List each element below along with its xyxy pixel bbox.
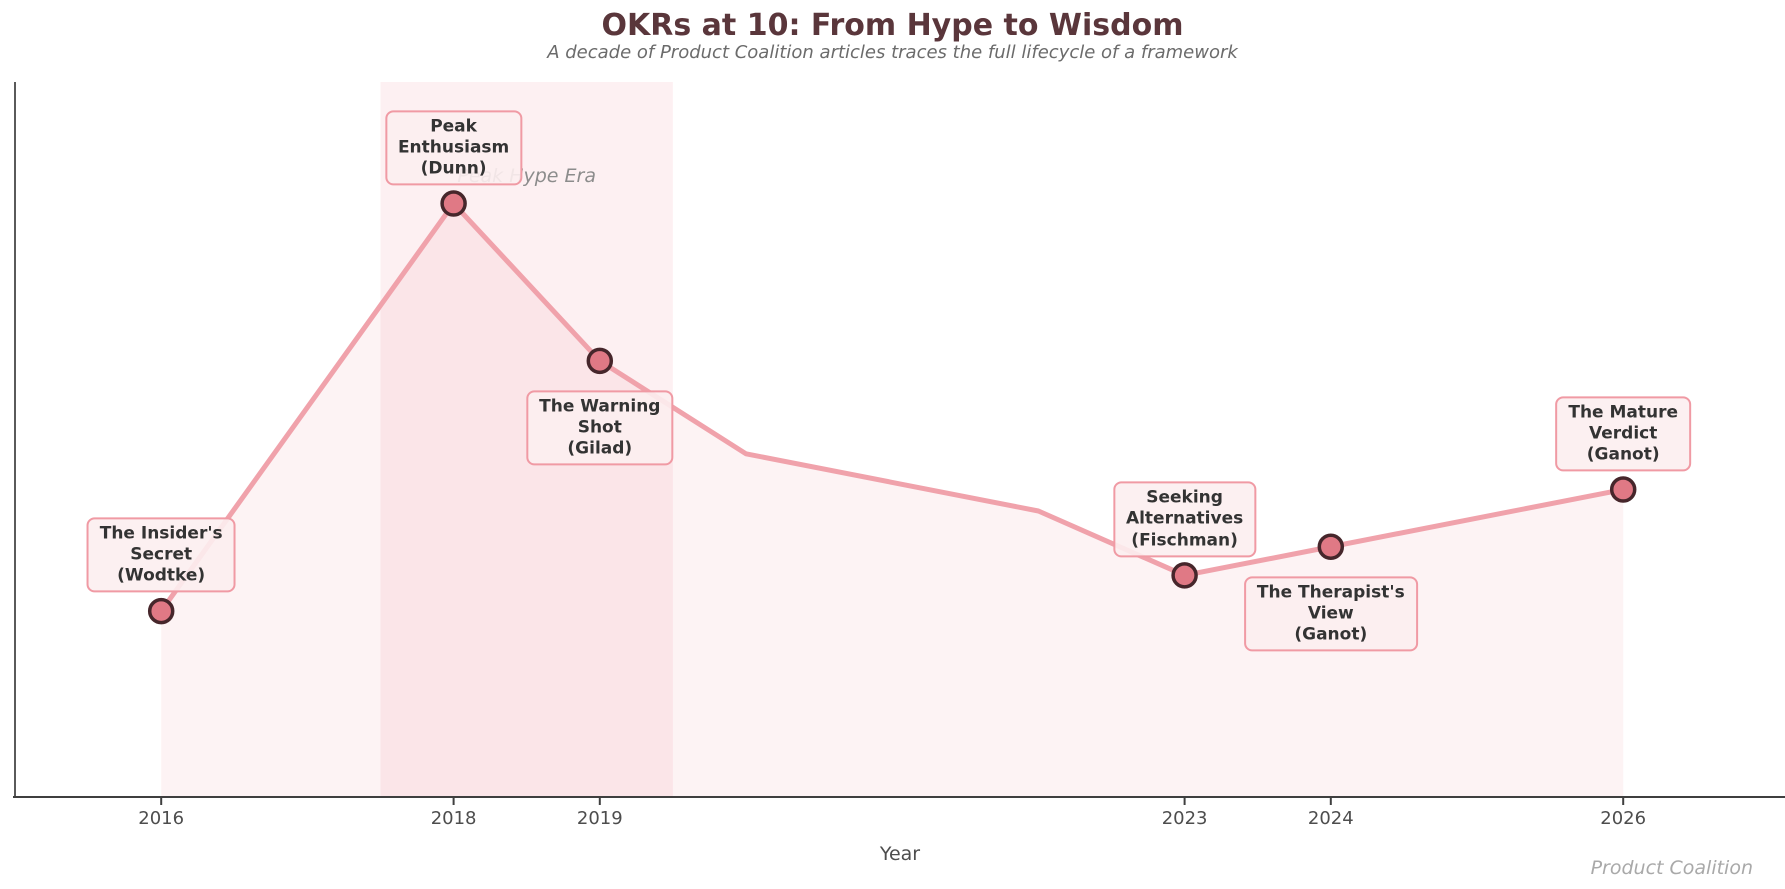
page-title: OKRs at 10: From Hype to Wisdom	[601, 8, 1184, 43]
credit-text: Product Coalition	[1590, 857, 1753, 879]
x-tick-label: 2024	[1308, 808, 1354, 829]
article-marker	[147, 597, 175, 625]
article-annotation: The Insider's Secret (Wodtke)	[86, 517, 236, 593]
article-annotation: The Mature Verdict (Ganot)	[1555, 395, 1692, 472]
hype-line	[158, 201, 1626, 614]
x-tick-label: 2018	[431, 808, 477, 829]
article-marker	[1609, 476, 1637, 503]
x-tick-label: 2016	[138, 808, 184, 829]
article-annotation: Seeking Alternatives (Fischman)	[1112, 481, 1257, 557]
article-marker	[586, 347, 614, 375]
article-marker	[1317, 533, 1345, 560]
article-marker	[1171, 562, 1198, 589]
x-tick-label: 2026	[1600, 808, 1646, 829]
x-tick-label: 2019	[577, 808, 623, 829]
article-annotation: The Warning Shot (Gilad)	[526, 390, 674, 466]
article-marker	[440, 190, 467, 217]
article-annotation: The Therapist's View (Ganot)	[1243, 576, 1418, 652]
x-tick-label: 2023	[1162, 808, 1208, 829]
article-annotation: Peak Enthusiasm (Dunn)	[384, 109, 523, 186]
x-axis-label: Year	[879, 843, 921, 865]
page-subtitle: A decade of Product Coalition articles t…	[547, 42, 1238, 63]
